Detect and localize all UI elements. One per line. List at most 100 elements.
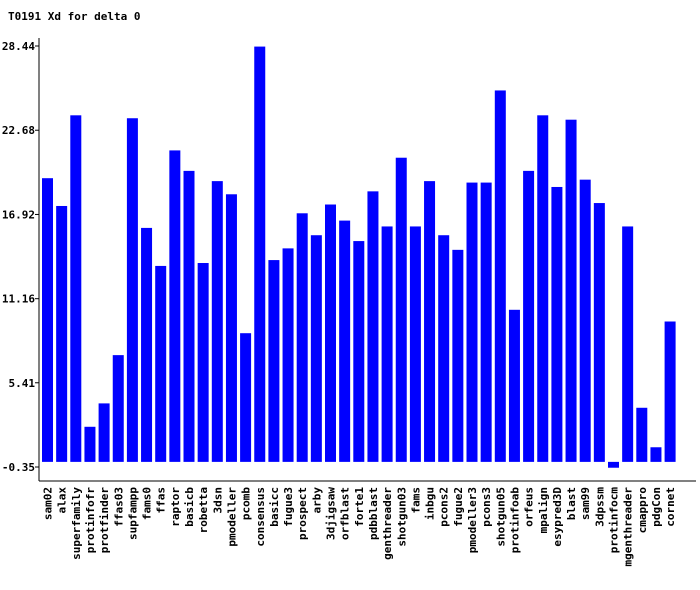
x-category-label: cmappro [636,487,649,534]
bar [325,204,336,462]
bar [523,170,535,462]
x-category-label: pcons3 [480,487,493,527]
x-category-label: protinfoab [508,487,521,554]
bar [395,157,407,462]
x-category-label: supfampp [126,487,139,540]
bar [438,235,450,462]
y-tick-label: 11.16 [2,293,35,306]
x-category-label: fams0 [141,487,154,520]
x-category-label: sam99 [579,487,592,520]
x-category-label: protfinder [98,487,111,554]
x-category-label: fams [409,487,422,514]
x-category-label: 3dsn [211,487,224,514]
x-category-label: cornet [664,487,677,527]
x-category-label: pmodeller3 [466,487,479,553]
bar [650,447,662,462]
bar [98,403,110,462]
bar [84,426,96,462]
bar [169,150,181,462]
bar [296,213,308,462]
bar [593,203,605,462]
bar [466,182,478,462]
bar [551,186,563,462]
y-tick-label: 16.92 [2,208,35,221]
bar-series [42,46,676,468]
x-axis-labels: sam02 alax superfamily protinfofr protfinder… [42,487,678,567]
x-category-label: shotgun03 [395,487,408,547]
x-category-label: esypred3D [551,487,564,547]
bar [268,260,280,462]
chart-title: T0191 Xd for delta 0 [8,10,141,23]
bar [480,182,492,462]
x-category-label: blast [565,487,578,520]
bar [282,248,294,462]
x-category-label: robetta [197,487,210,533]
bar [565,119,577,462]
x-category-label: pcons2 [438,487,451,527]
x-category-label: arby [310,487,323,514]
bar [310,235,322,462]
bar [183,170,195,462]
y-tick-label: 5.41 [9,377,36,390]
bar [367,191,379,462]
x-category-label: fugue3 [282,487,295,527]
x-category-label: raptor [169,487,182,527]
x-category-label: sam02 [42,487,55,520]
bar [608,461,619,468]
bar [254,46,266,462]
x-category-label: orfblast [339,487,352,540]
bar [70,115,82,462]
bar [381,226,393,462]
bar [353,241,365,462]
x-category-label: consensus [254,487,267,547]
bar [424,181,436,462]
bar [494,90,506,462]
x-category-label: alax [56,487,69,514]
x-category-label: orfeus [523,487,536,527]
x-category-label: genthreader [381,487,394,560]
bar [240,333,252,462]
y-tick-label: 22.68 [2,124,35,137]
x-category-label: ffas [155,487,168,514]
x-category-label: pdgCon [650,487,663,527]
bar [126,118,138,462]
bar [636,407,648,462]
x-category-label: pmodeller [225,487,238,547]
bar [452,249,464,462]
x-category-label: basicb [183,487,196,527]
x-category-label: ffas03 [112,487,125,527]
x-category-label: 3dpssm [593,487,606,527]
bar [56,205,68,462]
x-category-label: protinfocm [608,487,621,554]
bar [141,227,153,462]
x-category-label: protinfofr [84,487,97,554]
x-category-label: mgenthreader [622,487,635,567]
x-category-label: 3djigsaw [325,487,338,540]
chart-axes [38,38,696,482]
x-category-label: basicc [268,487,281,527]
y-tick-label: 28.44 [2,40,35,53]
bar [579,179,591,462]
y-axis-ticks: 28.44 22.68 16.92 11.16 5.41 -0.35 [2,40,39,474]
x-category-label: prospect [296,487,309,540]
x-category-label: inbgu [424,487,437,520]
x-category-label: pcomb [240,487,253,520]
x-category-label: shotgun05 [494,487,507,547]
bar [225,194,237,462]
bar [537,115,549,462]
bar [508,309,520,462]
bar [42,178,53,462]
bar [409,226,421,462]
bar [155,265,167,462]
bar [112,355,124,462]
y-tick-label: -0.35 [2,461,35,474]
x-category-label: fugue2 [452,487,465,527]
x-category-label: mpalign [537,487,550,533]
bar [211,181,223,462]
x-category-label: pdbblast [367,487,380,540]
bar [622,226,634,462]
bar [339,220,351,462]
x-category-label: superfamily [70,487,83,560]
x-category-label: forte1 [353,487,366,527]
